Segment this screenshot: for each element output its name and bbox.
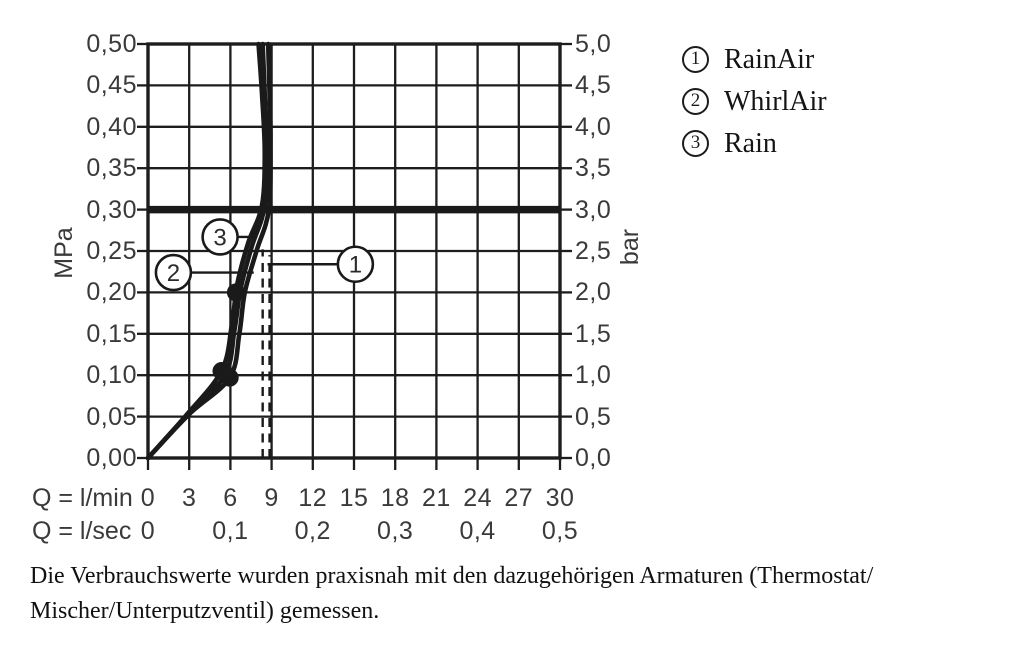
legend-label: RainAir (724, 43, 815, 75)
legend-item-whirlair: 2 WhirlAir (682, 85, 827, 117)
caption-line-2: Mischer/Unterputzventil) gemessen. (30, 598, 380, 624)
y-right-tick-label: 0,0 (575, 444, 612, 472)
y-left-tick-label: 0,45 (86, 71, 137, 100)
data-point-marker (226, 283, 245, 302)
y-left-tick-label: 0,05 (86, 402, 137, 431)
y-left-tick-label: 0,20 (86, 278, 137, 307)
x-axis-lsec-label: Q = l/sec (32, 517, 132, 545)
x-lsec-tick-label: 0,1 (212, 517, 249, 545)
y-left-tick-label: 0,10 (86, 361, 137, 390)
x-lsec-tick-label: 0,5 (541, 517, 579, 545)
x-lmin-tick-label: 21 (421, 484, 451, 512)
y-left-tick-label: 0,00 (86, 444, 137, 472)
legend-number-icon: 1 (682, 46, 709, 73)
x-lmin-tick-label: 0 (140, 484, 156, 512)
legend: 1 RainAir 2 WhirlAir 3 Rain (682, 43, 827, 171)
x-lmin-tick-label: 27 (504, 484, 534, 512)
x-lmin-tick-label: 24 (463, 484, 492, 512)
x-lmin-tick-label: 12 (298, 484, 328, 512)
y-left-tick-label: 0,30 (86, 195, 137, 224)
callout-circle-1 (336, 245, 375, 284)
x-lmin-tick-label: 6 (223, 484, 238, 512)
legend-label: WhirlAir (724, 85, 827, 117)
legend-number-icon: 3 (682, 130, 709, 157)
y-left-tick-label: 0,50 (86, 30, 137, 58)
x-lmin-tick-label: 30 (545, 484, 575, 512)
data-point-marker (220, 368, 239, 387)
y-right-tick-label: 1,5 (575, 319, 612, 348)
y-right-tick-label: 4,0 (575, 112, 612, 141)
y-right-tick-label: 3,5 (575, 154, 612, 183)
callout-number-3: 3 (213, 224, 226, 251)
y-right-tick-label: 5,0 (575, 30, 612, 58)
y-left-tick-label: 0,40 (86, 112, 137, 141)
legend-item-rain: 3 Rain (682, 127, 827, 159)
callout-circle-2 (154, 253, 193, 292)
callout-circle-3 (201, 218, 239, 256)
y-left-tick-label: 0,35 (86, 154, 137, 183)
x-lmin-tick-label: 9 (264, 484, 279, 512)
y-left-tick-label: 0,25 (86, 237, 137, 265)
y-right-axis-unit: bar (616, 228, 644, 266)
y-right-tick-label: 3,0 (575, 195, 612, 224)
x-lmin-tick-label: 18 (380, 484, 410, 512)
legend-label: Rain (724, 127, 777, 159)
curve-rain (145, 41, 270, 461)
x-lmin-tick-label: 3 (181, 484, 197, 512)
caption: Die Verbrauchswerte wurden praxisnah mit… (30, 559, 1015, 629)
caption-line-1: Die Verbrauchswerte wurden praxisnah mit… (30, 563, 874, 589)
curve-whirlair (145, 41, 268, 461)
x-axis-lmin-label: Q = l/min (32, 484, 133, 512)
curve-rainair (145, 41, 273, 461)
y-right-tick-label: 2,5 (575, 237, 612, 265)
callout-number-2: 2 (167, 260, 180, 287)
x-lsec-tick-label: 0,4 (459, 517, 496, 545)
y-right-tick-label: 0,5 (575, 402, 612, 431)
y-left-tick-label: 0,15 (86, 319, 137, 348)
legend-item-rainair: 1 RainAir (682, 43, 827, 75)
y-right-tick-label: 1,0 (575, 361, 612, 390)
legend-number-icon: 2 (682, 88, 709, 115)
x-lsec-tick-label: 0,3 (377, 517, 414, 545)
callout-number-1: 1 (349, 252, 362, 279)
x-lmin-tick-label: 15 (339, 484, 369, 512)
y-right-tick-label: 2,0 (575, 278, 612, 307)
x-lsec-tick-label: 0,2 (294, 517, 331, 545)
y-right-tick-label: 4,5 (575, 71, 612, 100)
x-lsec-tick-label: 0 (140, 517, 156, 545)
